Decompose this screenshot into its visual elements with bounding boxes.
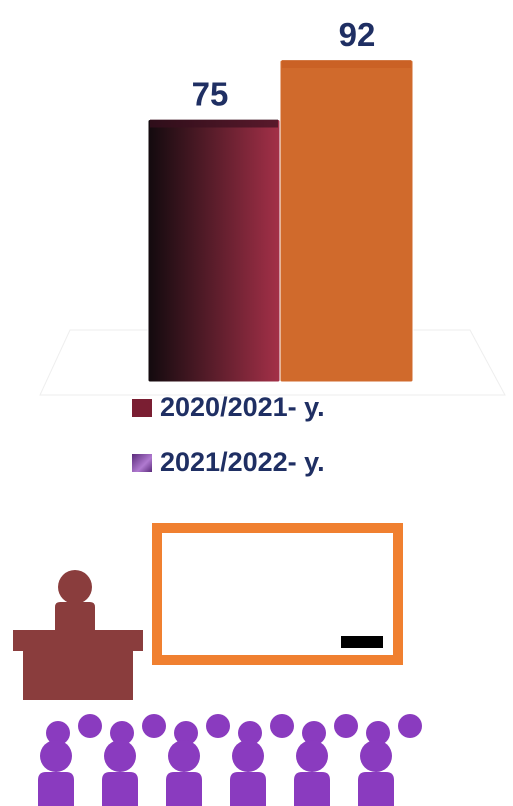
teacher-icon (13, 570, 143, 700)
student-body (38, 772, 74, 806)
legend-label: 2020/2021- y. (160, 392, 325, 422)
whiteboard-icon (152, 523, 403, 665)
bar-2 (279, 59, 414, 383)
legend-item-2020-2021: 2020/2021- y. (132, 392, 325, 423)
student-head (168, 740, 200, 772)
student-head (78, 714, 102, 738)
student-body (166, 772, 202, 806)
legend-item-2021-2022: 2021/2022- y. (132, 447, 325, 478)
classroom-illustration (13, 523, 422, 806)
students-icon (38, 714, 422, 806)
student-head (366, 721, 390, 745)
student-body (358, 772, 394, 806)
bar-1 (147, 119, 281, 383)
student-head (142, 714, 166, 738)
bar-top-1 (150, 119, 278, 128)
student-body (230, 772, 266, 806)
student-head (110, 721, 134, 745)
student-body (294, 772, 330, 806)
student-head (232, 740, 264, 772)
student-head (360, 740, 392, 772)
bar-top-2 (282, 60, 411, 68)
student-head (174, 721, 198, 745)
bar-chart: 75 92 (39, 16, 506, 396)
student-head (238, 721, 262, 745)
legend-label: 2021/2022- y. (160, 447, 325, 477)
student-head (398, 714, 422, 738)
student-head (270, 714, 294, 738)
student-head (302, 721, 326, 745)
legend-swatch (132, 453, 152, 472)
student-head (296, 740, 328, 772)
student-head (104, 740, 136, 772)
student-head (334, 714, 358, 738)
student-head (40, 740, 72, 772)
data-label-2: 92 (339, 16, 376, 53)
student-head (46, 721, 70, 745)
student-head (206, 714, 230, 738)
legend-swatch (132, 398, 152, 417)
student-body (102, 772, 138, 806)
data-label-1: 75 (192, 76, 229, 113)
